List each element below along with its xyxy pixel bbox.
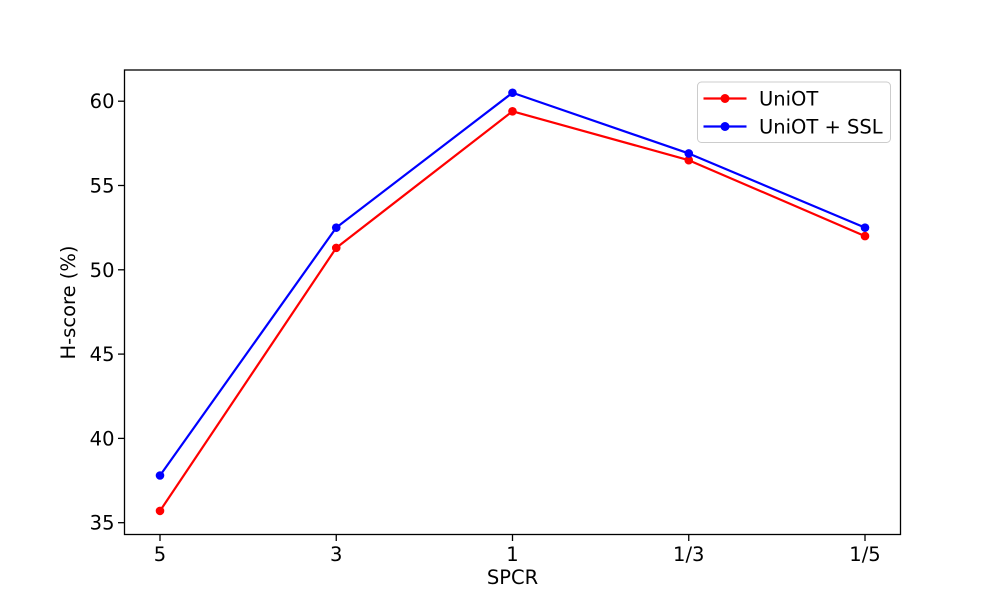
x-tick-label: 1 xyxy=(506,543,518,566)
y-tick-label: 60 xyxy=(90,90,115,113)
legend-label: UniOT xyxy=(759,88,818,111)
y-tick-label: 55 xyxy=(90,174,115,197)
series-group xyxy=(155,88,870,516)
y-tick-label: 40 xyxy=(90,427,115,450)
y-tick-label: 50 xyxy=(90,259,115,282)
data-point xyxy=(508,88,517,98)
legend-marker-icon xyxy=(720,122,730,131)
data-point xyxy=(684,155,694,165)
x-tick-label: 1/3 xyxy=(673,543,704,566)
data-point xyxy=(860,231,870,241)
series-line xyxy=(159,110,866,512)
y-axis-ticks: 35 40 45 50 55 60 xyxy=(90,90,125,535)
y-axis-label: H-score (%) xyxy=(57,245,80,359)
x-axis-ticks: 5 3 1 1/3 1/5 xyxy=(154,534,881,566)
data-point xyxy=(155,471,165,480)
x-tick-label: 3 xyxy=(330,543,342,566)
data-point xyxy=(508,107,517,116)
series-line xyxy=(159,91,866,477)
data-point xyxy=(331,243,341,253)
x-tick-label: 1/5 xyxy=(849,543,880,566)
y-tick-label: 45 xyxy=(90,343,115,366)
x-axis-label: SPCR xyxy=(487,566,538,589)
legend: UniOT UniOT + SSL xyxy=(697,81,891,143)
legend-label: UniOT + SSL xyxy=(759,116,883,139)
data-point xyxy=(331,223,341,232)
data-point xyxy=(684,149,694,158)
x-tick-label: 5 xyxy=(154,543,166,566)
data-point xyxy=(155,506,165,516)
legend-marker-icon xyxy=(720,94,730,103)
data-point xyxy=(860,223,870,232)
y-tick-label: 35 xyxy=(90,512,115,535)
